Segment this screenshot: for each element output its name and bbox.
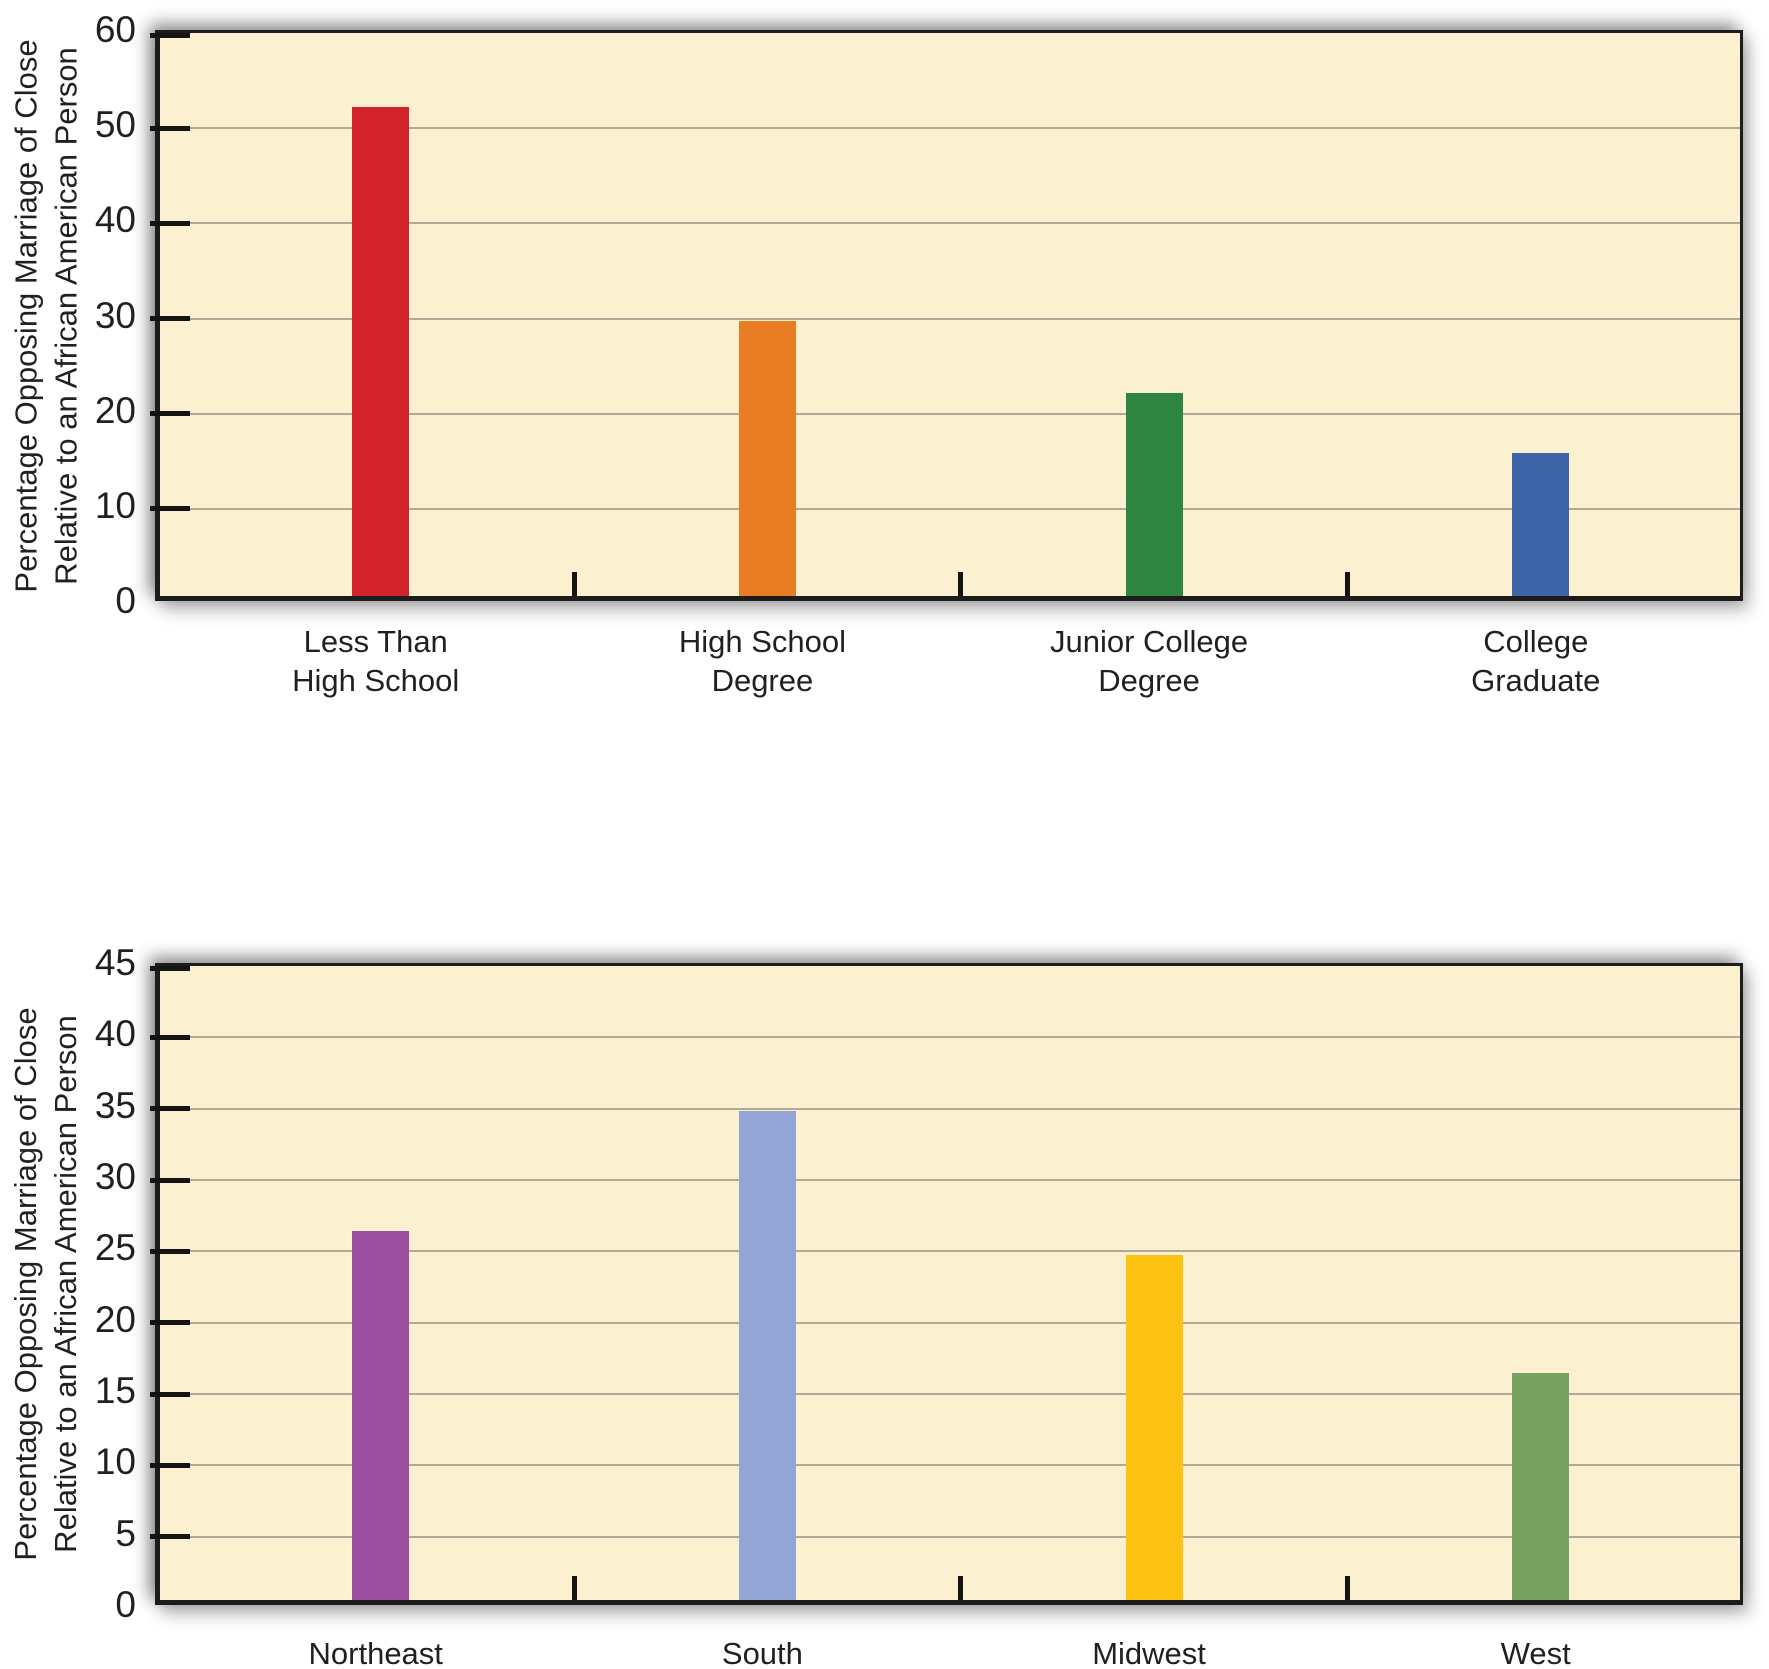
y-tick-45 xyxy=(150,966,190,971)
y-tick-40 xyxy=(150,220,190,226)
gridline-40 xyxy=(160,1036,1740,1039)
x-boundary-tick-2 xyxy=(957,1576,963,1600)
y-tick-label-40: 40 xyxy=(94,1013,136,1055)
y-tick-label-35: 35 xyxy=(94,1084,136,1126)
x-category-label-line: Degree xyxy=(711,663,814,698)
x-category-label-line: High School xyxy=(678,624,846,659)
bar-midwest xyxy=(1125,1254,1183,1600)
y-tick-label-15: 15 xyxy=(94,1370,136,1411)
y-tick-10 xyxy=(150,1462,190,1468)
x-category-label-line: Graduate xyxy=(1471,663,1601,698)
x-category-label-line: Northeast xyxy=(308,1636,443,1669)
y-tick-label-25: 25 xyxy=(94,1227,136,1269)
y-axis-title-line2: Relative to an African American Person xyxy=(48,1015,83,1553)
y-tick-label-0: 0 xyxy=(115,1584,136,1625)
x-category-label-line: South xyxy=(721,1636,803,1669)
x-category-label-line: High School xyxy=(292,663,460,698)
x-category-label-high-school-degree: High School Degree xyxy=(592,622,932,700)
x-boundary-tick-2 xyxy=(957,572,963,596)
x-category-label-line: Less Than xyxy=(303,624,448,659)
x-boundary-tick-3 xyxy=(1345,1576,1351,1600)
x-category-label-line: Midwest xyxy=(1092,1636,1206,1669)
y-tick-label-20: 20 xyxy=(94,1298,136,1340)
opposition-by-education-plot-area xyxy=(150,30,1743,601)
x-category-label-west: West xyxy=(1366,1634,1706,1669)
x-category-label-line: Junior College xyxy=(1049,624,1249,659)
gridline-5 xyxy=(160,1535,1740,1538)
gridline-10 xyxy=(160,1464,1740,1467)
y-tick-40 xyxy=(150,1034,190,1040)
x-category-label-northeast: Northeast xyxy=(206,1634,546,1669)
x-category-label-line: College xyxy=(1483,624,1589,659)
y-tick-35 xyxy=(150,1106,190,1112)
gridline-25 xyxy=(160,1250,1740,1253)
y-tick-label-40: 40 xyxy=(94,199,136,241)
y-tick-label-30: 30 xyxy=(94,294,136,336)
y-tick-label-30: 30 xyxy=(94,1156,136,1197)
bar-west xyxy=(1512,1373,1570,1600)
y-axis-title-line1: Percentage Opposing Marriage of Close xyxy=(8,38,43,593)
y-tick-label-20: 20 xyxy=(94,389,136,431)
x-boundary-tick-1 xyxy=(571,572,577,596)
y-tick-10 xyxy=(150,506,190,512)
y-axis-title: Percentage Opposing Marriage of Close Rel… xyxy=(6,30,90,601)
bar-south xyxy=(738,1110,796,1600)
bar-high-school-degree xyxy=(738,320,796,596)
y-tick-label-45: 45 xyxy=(94,942,136,983)
y-tick-30 xyxy=(150,316,190,321)
x-category-label-less-than-high-school: Less Than High School xyxy=(206,622,546,700)
x-boundary-tick-1 xyxy=(571,1576,577,1600)
opposition-by-region-plot-area xyxy=(150,963,1743,1605)
gridline-20 xyxy=(160,1321,1740,1324)
bar-less-than-high-school xyxy=(352,106,410,596)
x-boundary-tick-3 xyxy=(1345,572,1351,596)
y-tick-label-5: 5 xyxy=(115,1512,136,1554)
y-tick-25 xyxy=(150,1248,190,1254)
gridline-35 xyxy=(160,1107,1740,1110)
y-tick-5 xyxy=(150,1534,190,1540)
y-tick-20 xyxy=(150,411,190,417)
y-tick-label-10: 10 xyxy=(94,1441,136,1483)
y-tick-label-60: 60 xyxy=(94,9,136,50)
x-category-label-line: Degree xyxy=(1098,663,1200,698)
y-tick-15 xyxy=(150,1391,190,1397)
x-category-label-junior-college-degree: Junior College Degree xyxy=(979,622,1319,700)
y-tick-20 xyxy=(150,1320,190,1326)
gridline-20 xyxy=(160,412,1740,415)
gridline-15 xyxy=(160,1393,1740,1395)
y-tick-30 xyxy=(150,1177,190,1183)
y-axis-title: Percentage Opposing Marriage of Close Rel… xyxy=(6,963,90,1605)
y-tick-label-10: 10 xyxy=(94,484,136,526)
x-category-label-line: West xyxy=(1500,1636,1571,1669)
bar-college-graduate xyxy=(1512,453,1570,596)
y-tick-60 xyxy=(150,33,190,38)
y-tick-label-0: 0 xyxy=(115,580,136,621)
x-category-label-midwest: Midwest xyxy=(979,1634,1319,1669)
gridline-40 xyxy=(160,222,1740,225)
x-category-label-south: South xyxy=(592,1634,932,1669)
y-axis-title-line2: Relative to an African American Person xyxy=(48,46,83,585)
y-tick-50 xyxy=(150,125,190,131)
y-tick-label-50: 50 xyxy=(94,104,136,146)
bar-northeast xyxy=(352,1230,410,1600)
bar-junior-college-degree xyxy=(1125,393,1183,596)
x-category-label-college-graduate: College Graduate xyxy=(1366,622,1706,700)
gridline-30 xyxy=(160,317,1740,320)
gridline-30 xyxy=(160,1179,1740,1181)
y-axis-title-line1: Percentage Opposing Marriage of Close xyxy=(8,1007,43,1561)
gridline-10 xyxy=(160,507,1740,510)
gridline-50 xyxy=(160,127,1740,130)
